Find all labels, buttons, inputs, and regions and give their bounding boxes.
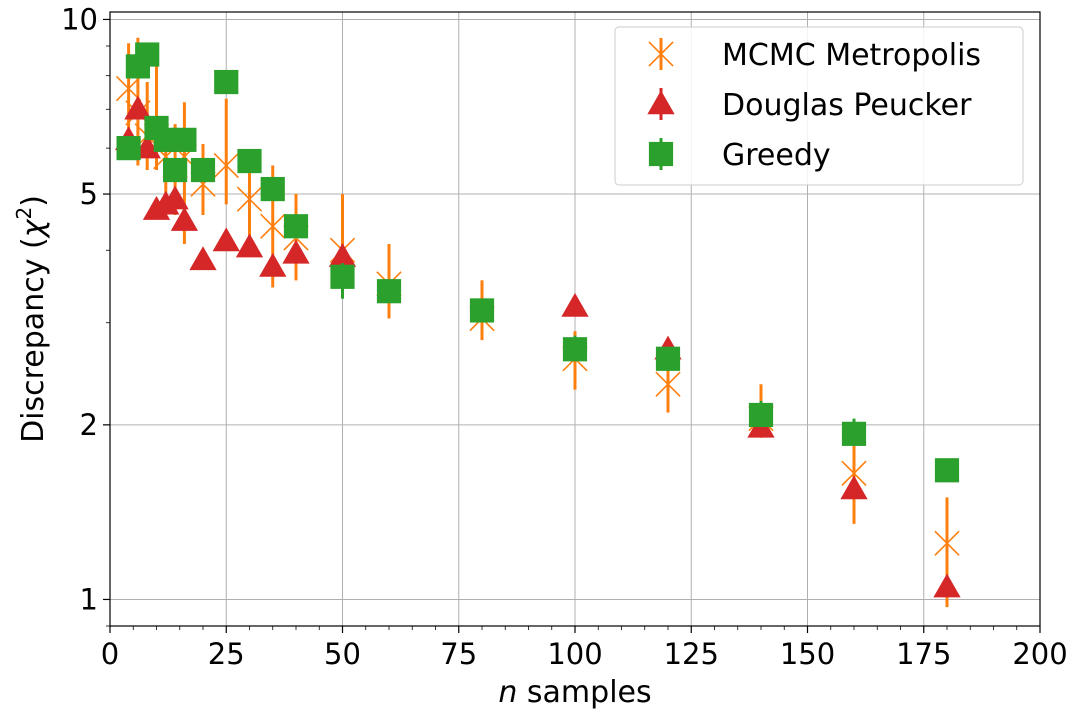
data-point <box>189 246 217 271</box>
data-point <box>163 157 188 183</box>
data-point <box>161 185 189 210</box>
data-point <box>748 400 774 428</box>
data-point <box>259 252 287 277</box>
data-point <box>841 418 867 446</box>
data-point <box>933 573 961 598</box>
data-point <box>655 346 681 371</box>
x-tick-label: 150 <box>780 637 835 671</box>
y-axis-label-end: ) <box>16 195 51 207</box>
data-point <box>124 95 152 120</box>
data-point <box>934 458 960 483</box>
legend-item: MCMC Metropolis <box>648 38 981 73</box>
data-point <box>172 127 197 152</box>
data-point <box>328 242 357 267</box>
legend-label: Douglas Peucker <box>722 88 972 123</box>
data-point <box>212 227 240 252</box>
y-axis-label-chi: χ <box>16 218 51 239</box>
data-point <box>237 148 262 174</box>
data-point <box>562 335 588 362</box>
y-tick-label: 10 <box>61 2 98 36</box>
x-axis-label-var: n <box>498 675 517 710</box>
plot-area <box>114 37 961 608</box>
data-point <box>116 136 141 161</box>
data-point <box>135 42 160 67</box>
x-axis-label-rest: samples <box>517 675 651 710</box>
data-point <box>282 239 310 264</box>
legend-marker <box>648 41 674 67</box>
data-point <box>213 98 239 205</box>
data-point <box>330 263 355 299</box>
x-tick-label: 50 <box>324 637 361 671</box>
legend-item: Douglas Peucker <box>647 88 972 123</box>
data-point <box>214 69 239 95</box>
y-tick-label: 2 <box>80 408 98 442</box>
x-tick-label: 200 <box>1012 637 1067 671</box>
x-tick-label: 0 <box>101 637 119 671</box>
y-axis-label: Discrepancy (χ2) <box>12 195 51 443</box>
legend-marker <box>647 90 675 115</box>
data-point <box>260 176 285 202</box>
y-tick-label: 5 <box>80 177 98 211</box>
y-tick-label: 1 <box>80 582 98 616</box>
x-tick-label: 175 <box>896 637 951 671</box>
legend-item: Greedy <box>648 138 831 173</box>
data-point <box>170 206 199 231</box>
legend-marker <box>648 141 674 167</box>
data-point <box>561 292 589 317</box>
data-point <box>469 298 495 323</box>
y-axis-label-sup: 2 <box>12 207 36 220</box>
x-tick-label: 100 <box>547 637 602 671</box>
y-axis-label-main: Discrepancy ( <box>16 237 51 443</box>
data-point <box>283 214 309 239</box>
data-point <box>190 157 216 183</box>
x-tick-label: 125 <box>664 637 719 671</box>
x-tick-label: 75 <box>440 637 477 671</box>
x-axis-label: n samples <box>498 675 651 710</box>
series-greedy <box>116 42 960 483</box>
legend-box <box>614 26 1024 186</box>
legend: MCMC Metropolis Douglas Peucker Greedy <box>614 26 1024 186</box>
data-point <box>235 233 264 258</box>
legend-label: Greedy <box>722 138 831 173</box>
legend-label: MCMC Metropolis <box>722 38 981 73</box>
data-point <box>840 475 868 500</box>
data-point <box>376 279 402 304</box>
x-tick-label: 25 <box>208 637 245 671</box>
